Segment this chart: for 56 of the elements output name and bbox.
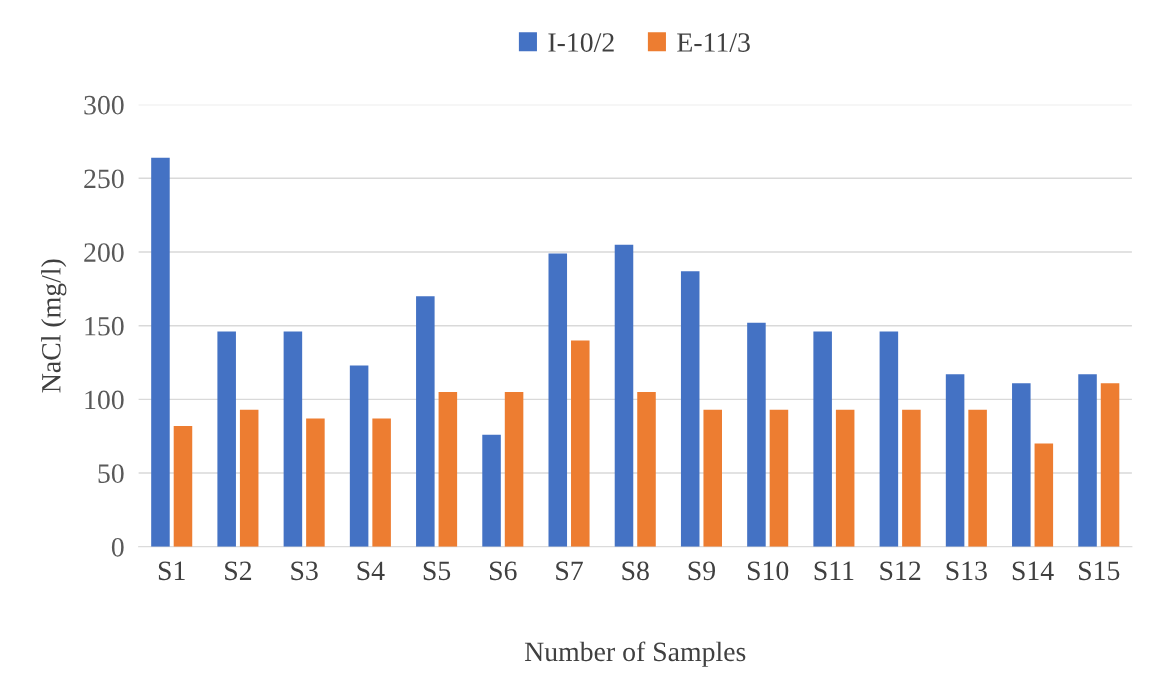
y-tick-label: 100 (85, 390, 124, 410)
y-tick-label: 50 (98, 464, 124, 483)
bar (614, 244, 634, 547)
bar (1034, 443, 1054, 547)
legend-label: E-11/3 (677, 33, 750, 52)
bar (349, 365, 369, 547)
y-tick-label: 150 (85, 316, 124, 336)
bar (879, 331, 899, 547)
x-tick-label: S15 (1079, 561, 1120, 581)
bar (703, 409, 722, 547)
bar (217, 331, 236, 547)
x-tick-label: S14 (1012, 561, 1054, 581)
bar (1100, 383, 1120, 547)
x-tick-label: S7 (556, 561, 583, 581)
x-tick-label: S3 (291, 561, 318, 581)
bar (747, 322, 766, 547)
legend-label: I-10/2 (548, 33, 614, 52)
x-tick-label: S13 (946, 561, 987, 581)
bar (769, 409, 789, 547)
bar (968, 409, 987, 547)
bar (482, 434, 501, 547)
bar (306, 418, 325, 547)
y-axis-title: NaCl (mg/l) (41, 259, 67, 393)
bar (173, 425, 193, 547)
x-axis-title: Number of Samples (524, 641, 746, 667)
y-tick-label: 0 (111, 537, 124, 557)
bar (1078, 374, 1097, 547)
bar (239, 409, 259, 547)
bar (416, 296, 435, 547)
bar (637, 392, 656, 547)
x-tick-label: S11 (814, 561, 854, 581)
bar (372, 418, 391, 547)
x-tick-label: S1 (158, 561, 185, 581)
x-tick-label: S12 (880, 561, 921, 581)
y-tick-label: 200 (84, 243, 124, 262)
bar (813, 331, 832, 547)
x-tick-label: S5 (423, 561, 451, 581)
bar (945, 374, 965, 547)
y-tick-label: 300 (84, 95, 124, 115)
y-tick-label: 250 (84, 169, 124, 189)
x-tick-label: S8 (622, 561, 649, 581)
bar (902, 409, 921, 547)
bar (1012, 383, 1031, 547)
x-tick-label: S10 (747, 561, 789, 581)
x-tick-label: S4 (357, 561, 385, 581)
x-tick-label: S6 (490, 561, 517, 581)
bar (151, 157, 170, 547)
bar (438, 392, 458, 547)
bar (835, 409, 855, 547)
bar (680, 271, 700, 547)
bar (283, 331, 303, 547)
bar (504, 392, 524, 547)
x-tick-label: S9 (688, 561, 715, 581)
bar (548, 253, 568, 547)
x-tick-label: S2 (225, 561, 252, 581)
bar (571, 340, 590, 547)
